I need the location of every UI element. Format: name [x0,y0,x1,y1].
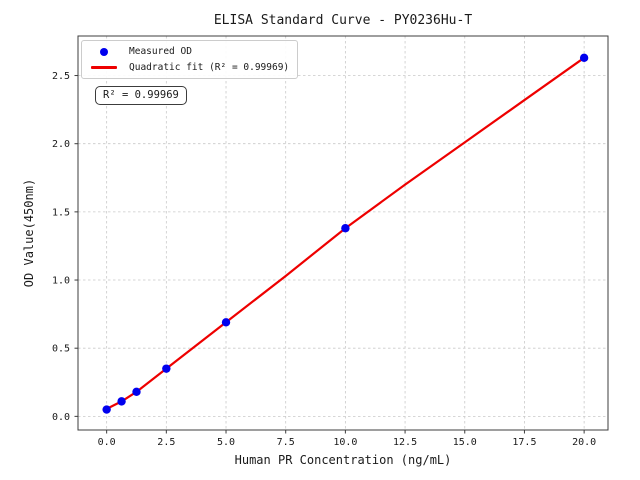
axes-spines [77,35,609,431]
line-marker-icon [88,66,120,69]
y-tick-label: 2.5 [52,71,70,82]
r-squared-annotation: R² = 0.99969 [95,86,187,105]
legend-label-measured-od: Measured OD [129,46,192,57]
fit-line [105,56,586,410]
data-point [579,53,589,63]
legend-item-measured-od: Measured OD [88,45,289,58]
x-tick-label: 0.0 [98,437,116,448]
y-tick-label: 0.5 [52,344,70,355]
x-axis-label: Human PR Concentration (ng/mL) [234,453,452,467]
x-tick-label: 12.5 [393,437,417,448]
x-tick-label: 15.0 [453,437,477,448]
y-tick-label: 0.0 [52,412,70,423]
data-point [162,364,171,373]
legend: Measured OD Quadratic fit (R² = 0.99969) [81,40,299,79]
y-axis-label: OD Value(450nm) [22,178,36,288]
data-point [117,397,126,406]
legend-label-quadratic-fit: Quadratic fit (R² = 0.99969) [129,62,290,73]
scatter-marker-icon [88,47,120,56]
data-point [102,405,111,414]
chart-title: ELISA Standard Curve - PY0236Hu-T [213,13,473,28]
x-tick-label: 20.0 [572,437,596,448]
x-tick-label: 17.5 [512,437,536,448]
y-tick-label: 1.0 [52,276,70,287]
x-tick-label: 5.0 [217,437,235,448]
data-point [341,224,350,233]
x-tick-label: 7.5 [277,437,295,448]
legend-item-quadratic-fit: Quadratic fit (R² = 0.99969) [88,61,289,74]
data-point [221,318,231,327]
x-tick-label: 10.0 [333,437,357,448]
x-tick-label: 2.5 [157,437,175,448]
data-point [132,387,141,397]
y-tick-label: 2.0 [52,139,70,150]
y-tick-label: 1.5 [52,207,70,218]
